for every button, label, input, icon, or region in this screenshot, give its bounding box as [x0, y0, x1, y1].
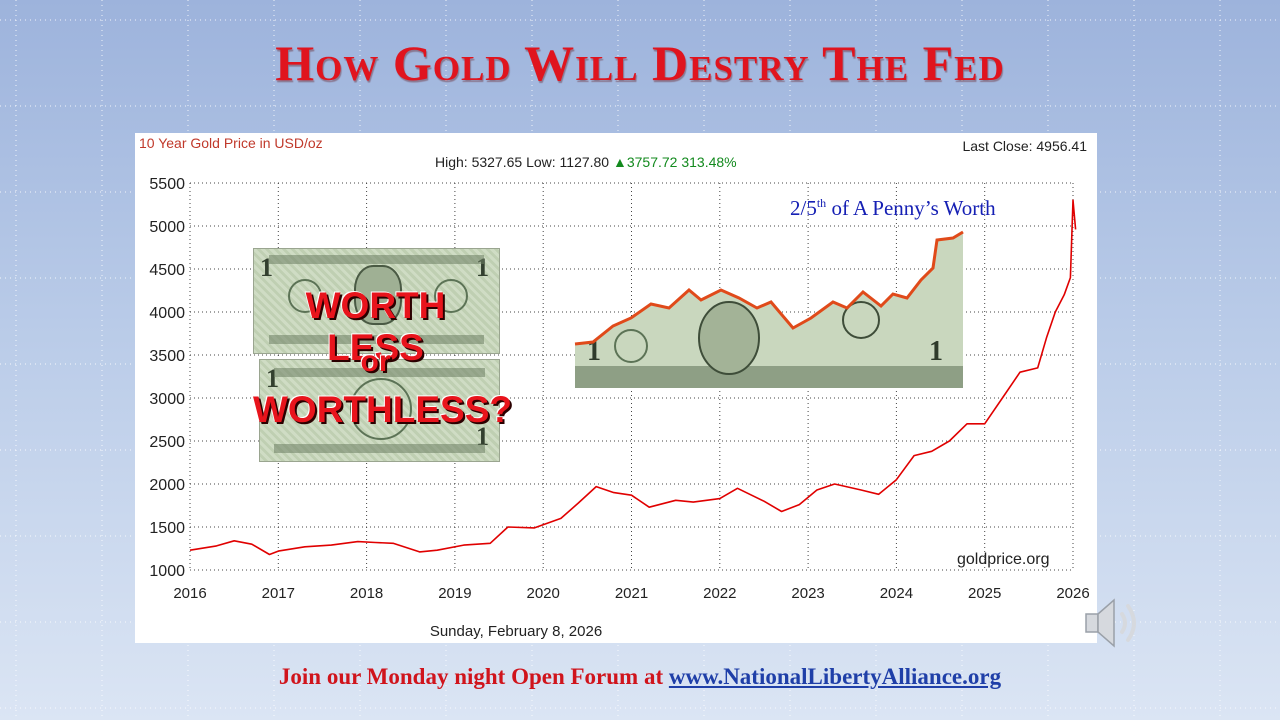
x-tick-label: 2026 — [1056, 585, 1089, 602]
y-tick-label: 3500 — [149, 348, 185, 365]
footer-link[interactable]: www.NationalLibertyAlliance.org — [668, 664, 1002, 689]
chart-title: 10 Year Gold Price in USD/oz — [139, 135, 323, 151]
x-tick-label: 2019 — [438, 585, 471, 602]
gold-price-line — [189, 199, 1077, 556]
x-tick-label: 2023 — [791, 585, 824, 602]
x-tick-label: 2021 — [615, 585, 648, 602]
gold-price-chart: 1000 1500 2000 2500 3000 3500 4000 4500 5000 5500… — [135, 133, 1097, 643]
x-tick-label: 2020 — [527, 585, 560, 602]
y-tick-label: 3000 — [149, 391, 185, 408]
slide-title: How Gold Will Destry The Fed — [275, 35, 1005, 91]
x-tick-label: 2025 — [968, 585, 1001, 602]
x-tick-label: 2024 — [880, 585, 913, 602]
y-tick-label: 5500 — [149, 176, 185, 193]
meme-text-bottom: WORTHLESS? — [253, 389, 512, 430]
chart-stats: High: 5327.65 Low: 1127.80 ▲3757.72 313.… — [435, 154, 737, 170]
footer-banner: Join our Monday night Open Forum at www.… — [0, 664, 1280, 690]
speaker-icon[interactable] — [1082, 594, 1144, 652]
meme-text-mid: or — [360, 345, 391, 378]
svg-text:1: 1 — [929, 336, 943, 367]
stats-high-low: High: 5327.65 Low: 1127.80 — [435, 154, 613, 170]
up-arrow-icon: ▲ — [613, 154, 627, 170]
footer-text: Join our Monday night Open Forum at — [278, 664, 669, 689]
y-tick-label: 4500 — [149, 262, 185, 279]
x-tick-label: 2017 — [262, 585, 295, 602]
y-tick-label: 2500 — [149, 434, 185, 451]
dollar-bill-image-top: 1 1 — [253, 248, 500, 354]
x-tick-label: 2022 — [703, 585, 736, 602]
dollar-bill-image-bottom: 1 1 — [259, 359, 500, 462]
meme-text-top: WORTH LESS — [305, 285, 446, 368]
y-tick-label: 2000 — [149, 477, 185, 494]
last-close: Last Close: 4956.41 — [962, 138, 1087, 154]
y-tick-label: 5000 — [149, 219, 185, 236]
penny-annotation: 2/5th of A Penny’s Worth — [790, 196, 996, 220]
chart-plot: 1000 1500 2000 2500 3000 3500 4000 4500 5000 5500… — [149, 176, 1089, 602]
x-tick-label: 2018 — [350, 585, 383, 602]
dollar-chart-image: 1 1 — [574, 230, 964, 388]
y-tick-label: 1500 — [149, 520, 185, 537]
chart-date: Sunday, February 8, 2026 — [429, 623, 603, 640]
y-tick-label: 4000 — [149, 305, 185, 322]
y-tick-label: 1000 — [149, 563, 185, 580]
x-tick-label: 2016 — [173, 585, 206, 602]
stats-change: 3757.72 313.48% — [626, 154, 737, 170]
chart-source: goldprice.org — [957, 551, 1050, 568]
